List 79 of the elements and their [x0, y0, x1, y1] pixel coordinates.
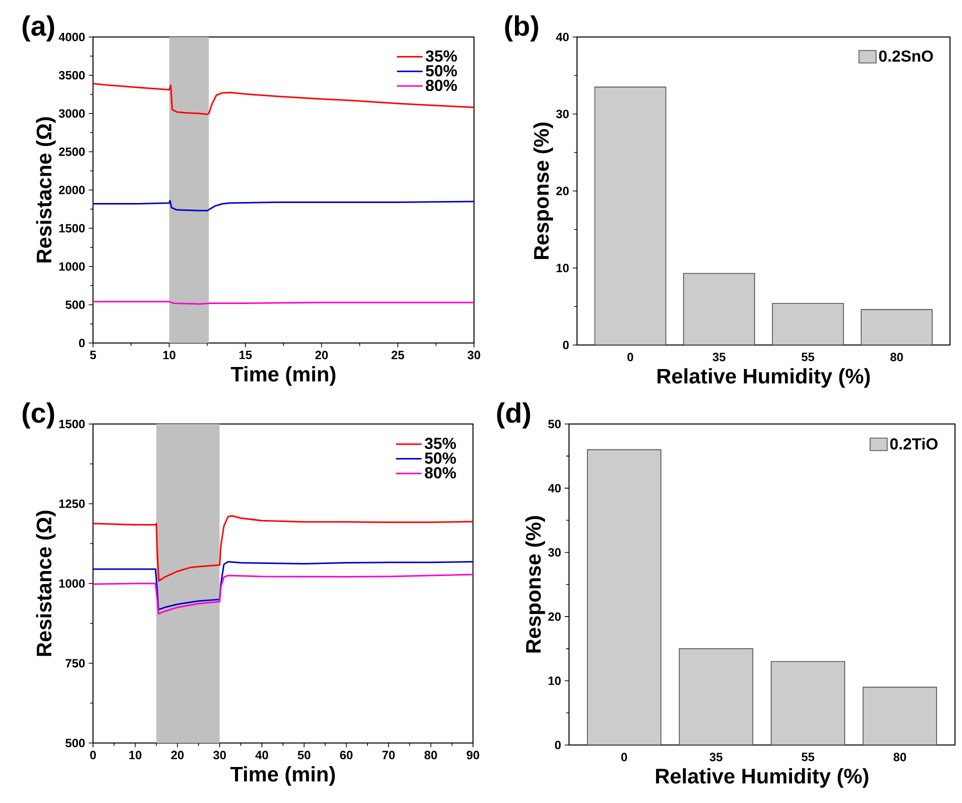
chart-title: (b) — [505, 15, 538, 42]
x-tick-label: 80 — [890, 352, 903, 362]
y-tick-label: 3500 — [58, 70, 85, 80]
y-tick-label: 1500 — [59, 224, 85, 232]
x-tick-label: 20 — [315, 350, 328, 360]
y-tick-label: 40 — [548, 484, 561, 492]
y-tick-label: 1000 — [59, 262, 85, 271]
y-tick-label: 30 — [548, 548, 561, 557]
legend-label: 0.2TiO — [890, 438, 938, 450]
x-tick-label: 20 — [171, 750, 184, 760]
x-tick-label: 80 — [424, 750, 437, 760]
chart-title: (d) — [497, 402, 530, 428]
x-tick-label: 90 — [466, 750, 480, 760]
x-tick-label: 0 — [627, 352, 634, 362]
x-tick-label: 35 — [710, 752, 722, 762]
legend-label: 50% — [426, 65, 457, 76]
y-tick-label: 500 — [66, 738, 85, 748]
legend-label: 0.2SnO — [879, 50, 933, 62]
chart-title: (c) — [22, 402, 54, 428]
chart-title: (a) — [22, 15, 54, 42]
y-tick-label: 1250 — [59, 499, 85, 508]
y-axis-title: Resistacne (Ω) — [36, 117, 56, 262]
x-tick-label: 40 — [255, 750, 268, 760]
bar — [772, 303, 844, 345]
y-axis-title: Resistance (Ω) — [36, 510, 56, 656]
x-tick-label: 55 — [802, 352, 814, 362]
x-tick-label: 50 — [298, 750, 310, 760]
x-tick-label: 0 — [90, 750, 96, 760]
bar — [587, 450, 661, 745]
y-tick-label: 1000 — [59, 579, 85, 588]
y-tick-label: 750 — [66, 658, 85, 668]
y-tick-label: 0 — [555, 740, 561, 750]
y-tick-label: 0 — [563, 340, 569, 350]
y-tick-label: 3000 — [58, 109, 85, 118]
y-tick-label: 10 — [556, 264, 569, 272]
legend-label: 80% — [424, 467, 456, 478]
y-tick-label: 10 — [548, 676, 561, 686]
y-tick-label: 40 — [556, 32, 569, 42]
legend-label: 35% — [424, 438, 456, 450]
legend-label: 80% — [426, 80, 457, 92]
bar — [771, 662, 845, 745]
y-axis-title: Response (%) — [533, 122, 553, 260]
x-tick-label: 80 — [894, 752, 906, 762]
y-tick-label: 50 — [548, 420, 561, 428]
x-tick-label: 55 — [802, 752, 814, 762]
legend-label: 35% — [426, 50, 457, 62]
y-tick-label: 2500 — [58, 147, 85, 156]
x-tick-label: 30 — [213, 750, 226, 760]
y-tick-label: 2000 — [58, 186, 85, 194]
x-tick-label: 30 — [468, 350, 480, 360]
x-tick-label: 25 — [392, 350, 404, 360]
x-tick-label: 10 — [129, 750, 142, 760]
x-tick-label: 15 — [239, 350, 252, 360]
y-tick-label: 20 — [548, 612, 561, 621]
x-tick-label: 60 — [340, 750, 353, 760]
x-axis-title: Relative Humidity (%) — [658, 368, 870, 388]
x-axis-title: Time (min) — [230, 766, 335, 786]
bar — [860, 309, 933, 345]
legend-label: 50% — [424, 452, 456, 464]
x-axis-title: Time (min) — [230, 366, 336, 386]
y-tick-label: 20 — [556, 186, 569, 196]
y-axis-title: Response (%) — [525, 516, 545, 653]
line-series — [93, 574, 473, 615]
bar — [862, 686, 938, 745]
x-tick-label: 70 — [382, 750, 395, 760]
y-tick-label: 0 — [79, 338, 85, 348]
line-series — [93, 515, 473, 582]
x-tick-label: 0 — [621, 752, 627, 762]
x-tick-label: 35 — [712, 352, 726, 362]
y-tick-label: 500 — [66, 300, 85, 309]
x-axis-title: Relative Humidity (%) — [656, 768, 868, 788]
y-tick-label: 1500 — [59, 420, 85, 428]
y-tick-label: 30 — [556, 110, 569, 118]
x-tick-label: 10 — [163, 350, 176, 360]
bar — [594, 87, 666, 345]
bar — [684, 273, 755, 345]
x-tick-label: 5 — [90, 350, 96, 360]
bar — [679, 648, 753, 745]
y-tick-label: 4000 — [58, 32, 85, 42]
